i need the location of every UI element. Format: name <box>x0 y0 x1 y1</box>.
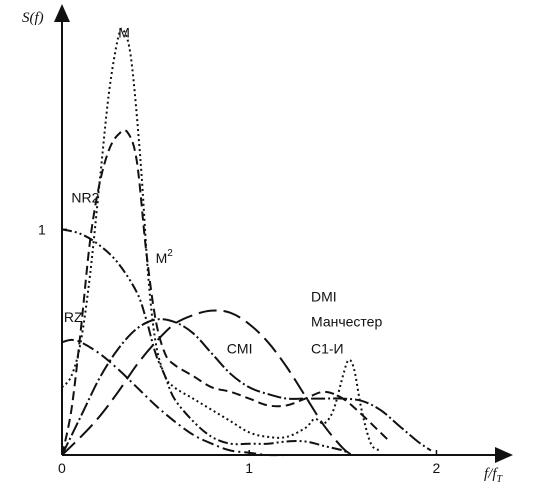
label-layer: M NR2 M2 RZ CMI DMI Манчестер C1-И <box>64 25 383 357</box>
series-label-m: M <box>118 25 130 41</box>
series-label-rz: RZ <box>64 309 83 325</box>
series-layer <box>61 27 432 457</box>
series-line-dmi <box>61 309 353 456</box>
y-axis-label: S(f) <box>22 10 44 26</box>
series-label-dmi: DMI <box>311 289 337 305</box>
tick-layer: 0 1 2 1 <box>38 221 441 476</box>
x-axis-label-main: f/f <box>484 466 498 482</box>
series-line-nr2 <box>61 129 391 456</box>
x-tick-label-0: 0 <box>58 460 66 476</box>
series-line-m2 <box>61 228 353 456</box>
annotation-0: Манчестер <box>311 313 382 329</box>
series-label-nr2: NR2 <box>71 189 99 205</box>
annotation-1: C1-И <box>311 341 344 357</box>
series-label-cmi: CMI <box>227 341 253 357</box>
series-line-m <box>61 27 381 452</box>
series-label-m2: M2 <box>156 248 174 266</box>
x-axis-label: f/fT <box>484 466 504 485</box>
x-axis-label-sub: T <box>497 474 504 485</box>
series-line-cmi <box>61 318 432 456</box>
y-tick-label-1: 1 <box>38 221 46 237</box>
x-tick-label-2: 2 <box>433 460 441 476</box>
series-line-rz <box>61 338 287 457</box>
x-tick-label-1: 1 <box>245 460 253 476</box>
